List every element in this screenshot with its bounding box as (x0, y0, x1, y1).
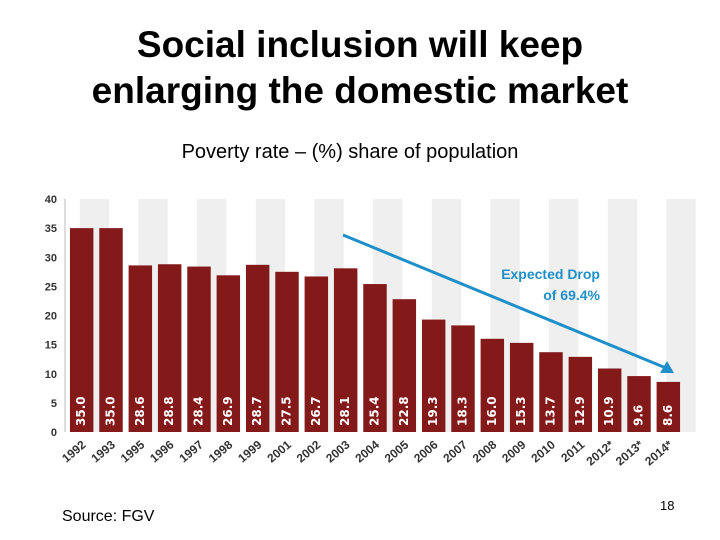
bars (69, 228, 681, 432)
data-label: 25.4 (368, 396, 382, 426)
y-tick-label: 25 (45, 281, 57, 293)
bar-2014* (656, 381, 681, 432)
x-tick-label: 2014* (642, 437, 675, 468)
data-label: 22.8 (397, 396, 411, 426)
data-label: 28.8 (162, 396, 176, 426)
y-tick-label: 20 (45, 311, 57, 323)
bar-1999 (245, 264, 270, 432)
x-tick-label: 2002 (294, 437, 324, 465)
bar-2009 (509, 342, 534, 432)
y-tick-label: 10 (45, 369, 57, 381)
x-tick-labels: 1992 1993 1995 1996 1997 1998 1999 2001 2002 2003… (59, 437, 675, 468)
y-tick-label: 40 (45, 194, 57, 206)
chart-subtitle: Poverty rate – (%) share of population (181, 141, 519, 163)
bar-2008 (480, 338, 505, 432)
source-note: Source: FGV (62, 508, 155, 525)
data-label: 26.9 (221, 396, 235, 426)
x-tick-label: 2006 (411, 437, 441, 465)
bar-2005 (392, 299, 417, 432)
annotation-line-2: of 69.4% (543, 287, 600, 303)
data-label: 35.0 (104, 396, 118, 426)
x-tick-label: 1999 (235, 437, 265, 465)
data-label: 26.7 (309, 396, 323, 426)
x-tick-label: 1996 (147, 437, 177, 465)
x-tick-label: 2001 (264, 437, 294, 465)
data-label: 15.3 (514, 396, 528, 426)
slide-title: Social inclusion will keep enlarging the… (0, 22, 720, 114)
data-label: 28.7 (250, 396, 264, 426)
y-tick-label: 5 (51, 398, 57, 410)
data-label: 19.3 (426, 396, 440, 426)
x-tick-label: 2004 (352, 437, 382, 465)
x-tick-label: 2013* (613, 437, 646, 468)
data-label: 10.9 (602, 396, 616, 426)
x-tick-label: 1997 (176, 437, 206, 465)
bar-2003 (333, 268, 358, 432)
data-label: 9.6 (632, 405, 646, 426)
page-number: 18 (660, 498, 675, 513)
x-tick-label: 1993 (88, 437, 118, 465)
data-label: 13.7 (544, 396, 558, 426)
bar-2013* (627, 376, 651, 432)
bar-2006 (421, 319, 446, 432)
x-tick-label: 2009 (499, 437, 529, 465)
bar-2007 (451, 325, 475, 432)
bar-2002 (304, 276, 329, 432)
bar-1992 (69, 228, 94, 432)
data-label: 18.3 (456, 396, 470, 426)
bar-2012* (597, 368, 622, 432)
data-label: 28.1 (338, 396, 352, 426)
x-tick-label: 2003 (323, 437, 353, 465)
x-tick-label: 2008 (470, 437, 500, 465)
y-tick-label: 35 (45, 223, 57, 235)
x-tick-label: 1995 (118, 437, 148, 465)
y-tick-label: 30 (45, 252, 57, 264)
bar-2011 (568, 356, 593, 432)
data-labels: 35.0 35.0 28.6 28.8 28.4 26.9 28.7 27.5 26.7 28.1… (74, 396, 675, 426)
data-label: 28.4 (192, 396, 206, 426)
y-axis: 0 5 10 15 20 25 30 35 40 (45, 194, 66, 439)
data-label: 35.0 (74, 396, 88, 426)
title-line-1: Social inclusion will keep (136, 24, 584, 65)
arrow-head-icon (660, 361, 674, 373)
y-tick-label: 0 (51, 427, 57, 439)
trend-arrow-line (342, 233, 667, 370)
data-label: 16.0 (485, 396, 499, 426)
data-label: 8.6 (661, 405, 675, 426)
bar-1997 (187, 266, 211, 432)
bar-1996 (157, 264, 182, 432)
bar-1998 (216, 275, 241, 432)
y-tick-label: 15 (45, 340, 57, 352)
bar-2010 (539, 352, 563, 432)
x-tick-label: 2007 (440, 437, 470, 465)
title-line-2: enlarging the domestic market (91, 70, 629, 111)
bar-2004 (363, 284, 387, 432)
annotation-line-1: Expected Drop (501, 266, 600, 282)
data-label: 12.9 (573, 396, 587, 426)
x-tick-label: 2005 (382, 437, 412, 465)
x-tick-label: 2010 (528, 437, 558, 465)
x-tick-label: 1992 (59, 437, 89, 465)
bar-2001 (275, 271, 299, 432)
x-tick-label: 2011 (558, 437, 587, 465)
data-label: 28.6 (133, 396, 147, 426)
x-tick-label: 2012* (584, 437, 617, 468)
data-label: 27.5 (280, 396, 294, 426)
bar-1995 (128, 265, 153, 432)
trend-annotation: Expected Drop of 69.4% (342, 233, 674, 373)
x-tick-label: 1998 (206, 437, 236, 465)
bar-1993 (99, 228, 123, 432)
